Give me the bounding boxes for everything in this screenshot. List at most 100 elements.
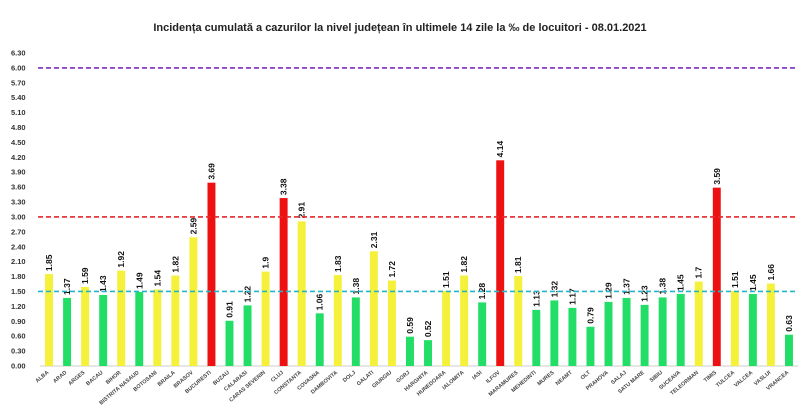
data-label: 1.45 xyxy=(676,274,686,291)
bar xyxy=(135,291,144,366)
category-label: MURES xyxy=(537,370,556,388)
bar xyxy=(333,275,342,366)
y-tick-label: 2.70 xyxy=(11,227,26,236)
data-label: 0.63 xyxy=(784,315,794,332)
bar xyxy=(622,297,631,366)
bar xyxy=(63,297,72,366)
bar xyxy=(748,293,757,366)
data-label: 1.17 xyxy=(567,288,577,305)
data-label: 1.7 xyxy=(694,266,704,278)
data-label: 4.14 xyxy=(495,140,505,157)
bar xyxy=(369,251,378,366)
data-label: 1.38 xyxy=(658,278,668,295)
category-label: GIURGIU xyxy=(371,370,393,390)
bar xyxy=(189,237,198,366)
bar xyxy=(460,275,469,366)
y-tick-label: 6.30 xyxy=(11,49,26,58)
category-label: CLUJ xyxy=(270,370,285,384)
category-label: TULCEA xyxy=(715,370,736,389)
y-tick-label: 1.20 xyxy=(11,302,26,311)
bar xyxy=(99,294,108,366)
y-tick-label: 3.30 xyxy=(11,198,26,207)
y-tick-label: 5.70 xyxy=(11,78,26,87)
bar xyxy=(586,326,595,366)
y-tick-label: 6.00 xyxy=(11,63,26,72)
bar xyxy=(532,309,541,366)
category-label: SIBIU xyxy=(649,370,664,384)
data-label: 1.82 xyxy=(170,256,180,273)
category-label: IASI xyxy=(471,370,483,382)
data-label: 1.06 xyxy=(315,294,325,311)
data-label: 3.69 xyxy=(206,163,216,180)
y-tick-label: 3.60 xyxy=(11,183,26,192)
data-label: 1.49 xyxy=(134,272,144,289)
y-tick-label: 4.80 xyxy=(11,123,26,132)
category-label: ARAD xyxy=(52,370,68,385)
data-label: 1.13 xyxy=(531,290,541,307)
data-label: 2.91 xyxy=(297,202,307,219)
data-label: 2.31 xyxy=(369,231,379,248)
bar xyxy=(171,275,180,366)
bar xyxy=(261,271,270,366)
data-label: 1.37 xyxy=(622,278,632,295)
category-label: BACAU xyxy=(85,370,104,387)
bar xyxy=(568,307,577,366)
y-tick-label: 0.90 xyxy=(11,317,26,326)
y-tick-label: 2.10 xyxy=(11,257,26,266)
category-label: ARGES xyxy=(68,370,87,387)
bar xyxy=(712,187,721,366)
data-label: 1.72 xyxy=(387,261,397,278)
y-tick-label: 0.60 xyxy=(11,332,26,341)
bar xyxy=(604,301,613,366)
y-tick-label: 5.40 xyxy=(11,93,26,102)
y-tick-label: 3.00 xyxy=(11,212,26,221)
category-label: ALBA xyxy=(35,370,51,384)
y-tick-label: 0.00 xyxy=(11,362,26,371)
bar xyxy=(766,283,775,366)
bar xyxy=(676,293,685,366)
data-label: 1.9 xyxy=(261,257,271,269)
bar xyxy=(730,290,739,366)
bar xyxy=(45,274,53,366)
data-label: 1.29 xyxy=(604,282,614,299)
y-tick-label: 3.90 xyxy=(11,168,26,177)
bar xyxy=(406,336,414,366)
bar xyxy=(387,280,396,366)
bar xyxy=(225,320,234,366)
bar xyxy=(243,305,252,366)
y-tick-label: 2.40 xyxy=(11,242,26,251)
data-label: 0.91 xyxy=(225,301,235,318)
bar xyxy=(297,221,306,366)
y-tick-label: 5.10 xyxy=(11,108,26,117)
bar xyxy=(658,297,667,366)
bar xyxy=(351,297,360,366)
bar xyxy=(694,281,703,366)
data-label: 0.79 xyxy=(585,307,595,324)
category-label: GORJ xyxy=(395,370,411,385)
data-label: 1.54 xyxy=(152,270,162,287)
bar xyxy=(117,270,126,366)
data-label: 1.92 xyxy=(116,251,126,268)
category-label: TIMIS xyxy=(703,370,718,384)
y-tick-label: 1.80 xyxy=(11,272,26,281)
bar xyxy=(785,334,793,366)
category-label: NEAMT xyxy=(555,370,574,388)
bar xyxy=(81,287,90,366)
data-label: 1.51 xyxy=(441,271,451,288)
data-label: 1.82 xyxy=(459,256,469,273)
bar xyxy=(514,276,523,366)
bar xyxy=(496,160,505,366)
data-label: 1.38 xyxy=(351,278,361,295)
y-tick-label: 0.30 xyxy=(11,347,26,356)
bar xyxy=(442,290,451,366)
bar xyxy=(279,198,288,366)
chart-title: Incidența cumulată a cazurilor la nivel … xyxy=(153,22,647,34)
data-label: 1.45 xyxy=(748,274,758,291)
bar xyxy=(478,302,487,366)
data-label: 1.37 xyxy=(62,278,72,295)
data-label: 3.38 xyxy=(279,178,289,195)
bar xyxy=(153,289,162,366)
data-label: 3.59 xyxy=(712,168,722,185)
data-label: 1.66 xyxy=(766,264,776,281)
